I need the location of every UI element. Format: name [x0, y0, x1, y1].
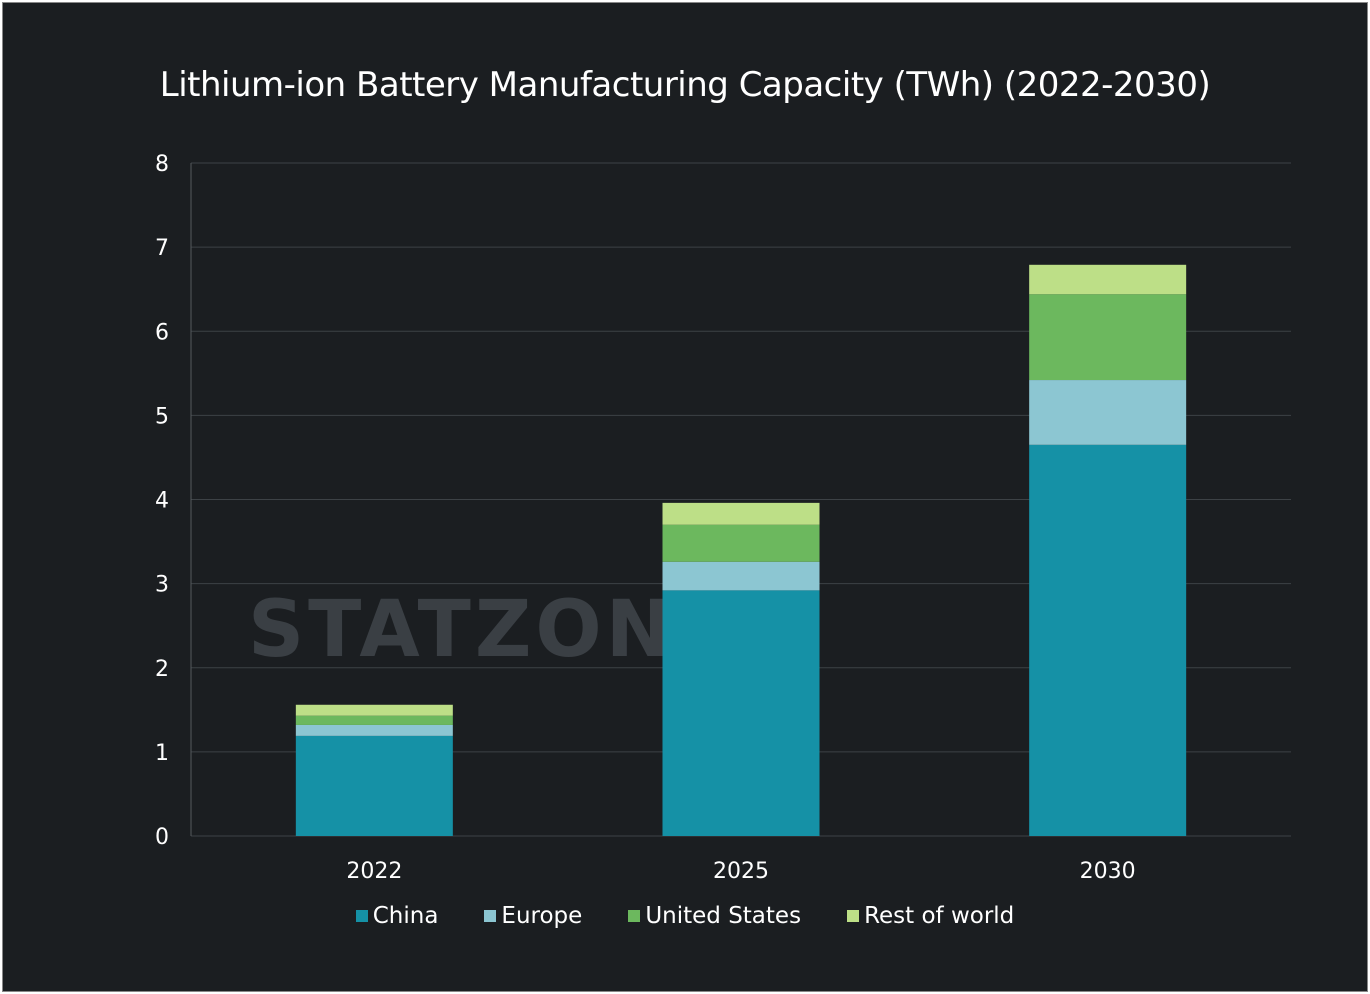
y-tick-label: 5	[155, 404, 169, 429]
y-tick-label: 8	[155, 152, 169, 177]
y-tick-label: 1	[155, 741, 169, 766]
x-tick-label: 2025	[713, 859, 769, 884]
x-tick-label: 2030	[1080, 859, 1136, 884]
legend-item: Rest of world	[847, 903, 1014, 929]
legend-swatch	[484, 910, 497, 922]
bar-segment-united-states-2030	[1029, 294, 1187, 381]
bar-segment-europe-2030	[1029, 380, 1187, 445]
legend-swatch	[355, 910, 368, 922]
legend-swatch	[628, 910, 641, 922]
legend-label: Rest of world	[864, 903, 1015, 929]
watermark: STATZON	[248, 585, 675, 675]
y-tick-label: 7	[155, 236, 169, 261]
bar-segment-europe-2022	[295, 724, 453, 736]
y-tick-label: 4	[155, 489, 169, 514]
x-tick-label: 2022	[346, 859, 402, 884]
legend-item: United States	[628, 903, 801, 929]
bar-segment-europe-2025	[662, 561, 820, 591]
bar-segment-united-states-2022	[295, 715, 453, 725]
legend-label: Europe	[501, 903, 583, 929]
bar-segment-united-states-2025	[662, 524, 820, 562]
legend-label: China	[372, 903, 439, 929]
legend-item: Europe	[484, 903, 582, 929]
y-tick-label: 2	[155, 657, 169, 682]
legend-item: China	[355, 903, 439, 929]
legend-label: United States	[645, 903, 802, 929]
y-tick-label: 0	[155, 825, 169, 850]
bar-segment-china-2022	[295, 735, 453, 836]
bar-segment-rest-of-world-2030	[1029, 264, 1187, 295]
chart-plot: STATZON 0 1 2 3 4 5 6 7 8 2022 2025 2030	[155, 152, 1291, 884]
legend: China Europe United States Rest of world	[3, 903, 1367, 929]
legend-swatch	[847, 910, 860, 922]
bar-segment-china-2030	[1029, 444, 1187, 836]
chart-title: Lithium-ion Battery Manufacturing Capaci…	[159, 65, 1211, 105]
bar-segment-rest-of-world-2025	[662, 502, 820, 525]
bar-segment-china-2025	[662, 590, 820, 836]
y-tick-label: 6	[155, 320, 169, 345]
y-tick-label: 3	[155, 573, 169, 598]
bar-segment-rest-of-world-2022	[295, 704, 453, 716]
